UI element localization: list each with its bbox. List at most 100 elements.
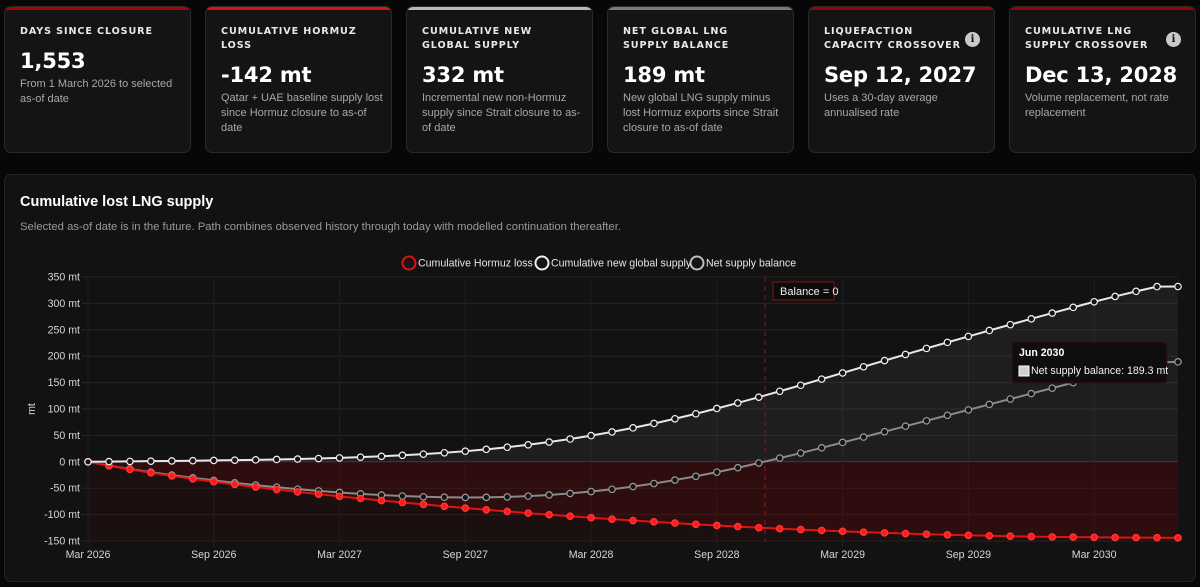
hormuz-loss-point — [985, 531, 994, 540]
panel-title: Cumulative lost LNG supply — [20, 194, 214, 210]
y-tick-label: 300 mt — [48, 298, 80, 310]
net-balance-point — [943, 411, 952, 420]
hormuz-loss-point — [922, 530, 931, 538]
new-supply-point — [775, 387, 784, 396]
y-axis-title: mt — [26, 403, 38, 415]
net-balance-point — [440, 493, 449, 502]
hormuz-loss-point — [377, 496, 386, 505]
info-icon[interactable]: i — [965, 32, 980, 47]
card-description: Qatar + UAE baseline supply lost since H… — [221, 92, 383, 134]
hormuz-loss-point — [713, 521, 721, 530]
hormuz-loss-point — [671, 519, 679, 527]
kpi-card-new-global-supply: Cumulative new global supply 332 mt Incr… — [406, 6, 593, 153]
hormuz-loss-point — [293, 488, 302, 496]
hormuz-loss-point — [838, 527, 847, 536]
y-tick-label: 150 mt — [48, 377, 80, 389]
net-balance-point — [1174, 358, 1182, 366]
net-balance-point — [608, 485, 616, 494]
info-icon[interactable]: i — [1166, 32, 1181, 47]
net-balance-point — [796, 449, 805, 457]
card-description: Uses a 30-day average annualised rate — [824, 92, 938, 119]
hormuz-loss-point — [398, 498, 407, 507]
net-balance-point — [754, 459, 763, 467]
new-supply-point — [734, 399, 742, 407]
new-supply-point — [251, 456, 260, 464]
hormuz-loss-point — [566, 512, 574, 521]
card-accent-bar — [5, 7, 190, 10]
x-tick-label: Sep 2029 — [946, 549, 991, 561]
hormuz-loss-point — [545, 510, 553, 519]
net-balance-point — [901, 422, 910, 431]
net-balance-point — [1006, 395, 1015, 403]
hormuz-loss-point — [126, 465, 134, 474]
net-balance-point — [692, 472, 700, 481]
card-description: New global LNG supply minus lost Hormuz … — [623, 92, 779, 134]
new-supply-point — [314, 454, 323, 463]
loss-area — [88, 461, 1178, 538]
card-label: Net global LNG supply balance — [623, 26, 730, 51]
legend-marker — [401, 255, 417, 271]
new-supply-point — [1111, 292, 1119, 301]
card-accent-bar — [206, 7, 391, 10]
tooltip-swatch — [1018, 365, 1030, 377]
hormuz-loss-point — [209, 477, 218, 486]
y-tick-label: 100 mt — [48, 404, 80, 416]
new-supply-point — [209, 456, 218, 465]
new-supply-point — [545, 438, 553, 446]
panel-subtitle: Selected as-of date is in the future. Pa… — [20, 221, 621, 233]
new-supply-point — [147, 457, 155, 465]
kpi-cards: Days since closure 1,553 From 1 March 20… — [4, 6, 1196, 154]
new-supply-point — [943, 338, 952, 347]
kpi-card-hormuz-loss: Cumulative Hormuz loss -142 mt Qatar + U… — [205, 6, 392, 153]
new-supply-point — [419, 450, 428, 458]
hormuz-loss-point — [1111, 533, 1119, 542]
new-supply-point — [964, 332, 973, 341]
y-tick-label: 250 mt — [48, 324, 80, 336]
hormuz-loss-point — [503, 507, 512, 516]
net-balance-point — [587, 487, 595, 496]
new-supply-point — [1174, 282, 1182, 291]
new-supply-point — [398, 451, 407, 460]
y-tick-label: -100 mt — [44, 509, 80, 521]
hormuz-loss-point — [461, 504, 470, 512]
new-supply-point — [880, 356, 889, 365]
new-supply-point — [1048, 309, 1057, 317]
legend-label: Net supply balance — [706, 258, 796, 270]
card-label: Days since closure — [20, 26, 153, 37]
new-supply-point — [168, 457, 176, 465]
new-supply-point — [272, 455, 281, 464]
tooltip-text: Net supply balance: 189.3 mt — [1031, 365, 1168, 377]
net-balance-point — [817, 444, 826, 452]
hormuz-loss-point — [168, 472, 176, 480]
new-supply-point — [1006, 320, 1015, 329]
y-tick-label: -50 mt — [50, 483, 80, 495]
y-tick-label: -150 mt — [44, 536, 80, 548]
card-value: 189 mt — [623, 63, 705, 87]
lng-supply-chart[interactable]: 350 mt 300 mt 250 mt 200 mt 150 mt 100 mt 50 m… — [5, 175, 1197, 583]
new-supply-point — [126, 457, 134, 466]
hormuz-loss-point — [272, 485, 281, 494]
card-value: 332 mt — [422, 63, 504, 87]
chart-panel: Cumulative lost LNG supply Selected as-o… — [4, 174, 1196, 582]
net-balance-point — [880, 427, 889, 436]
card-label: Liquefaction capacity crossover — [824, 26, 961, 51]
net-balance-point — [482, 493, 491, 502]
kpi-card-days-since-closure: Days since closure 1,553 From 1 March 20… — [4, 6, 191, 153]
y-tick-label: 0 mt — [59, 456, 80, 468]
net-balance-point — [713, 468, 721, 476]
new-supply-point — [1153, 282, 1161, 291]
hormuz-loss-point — [608, 515, 616, 523]
net-balance-point — [398, 492, 407, 500]
x-tick-label: Mar 2027 — [317, 549, 362, 561]
net-balance-point — [734, 463, 742, 472]
hormuz-loss-point — [859, 528, 868, 536]
new-supply-point — [587, 431, 595, 440]
x-tick-label: Mar 2029 — [820, 549, 865, 561]
card-accent-bar — [407, 7, 592, 10]
net-balance-point — [524, 492, 532, 500]
hormuz-loss-point — [314, 490, 323, 498]
supply-area — [88, 286, 1178, 462]
net-balance-point — [629, 482, 637, 491]
new-supply-point — [105, 457, 113, 466]
kpi-card-net-supply-balance: Net global LNG supply balance 189 mt New… — [607, 6, 794, 153]
